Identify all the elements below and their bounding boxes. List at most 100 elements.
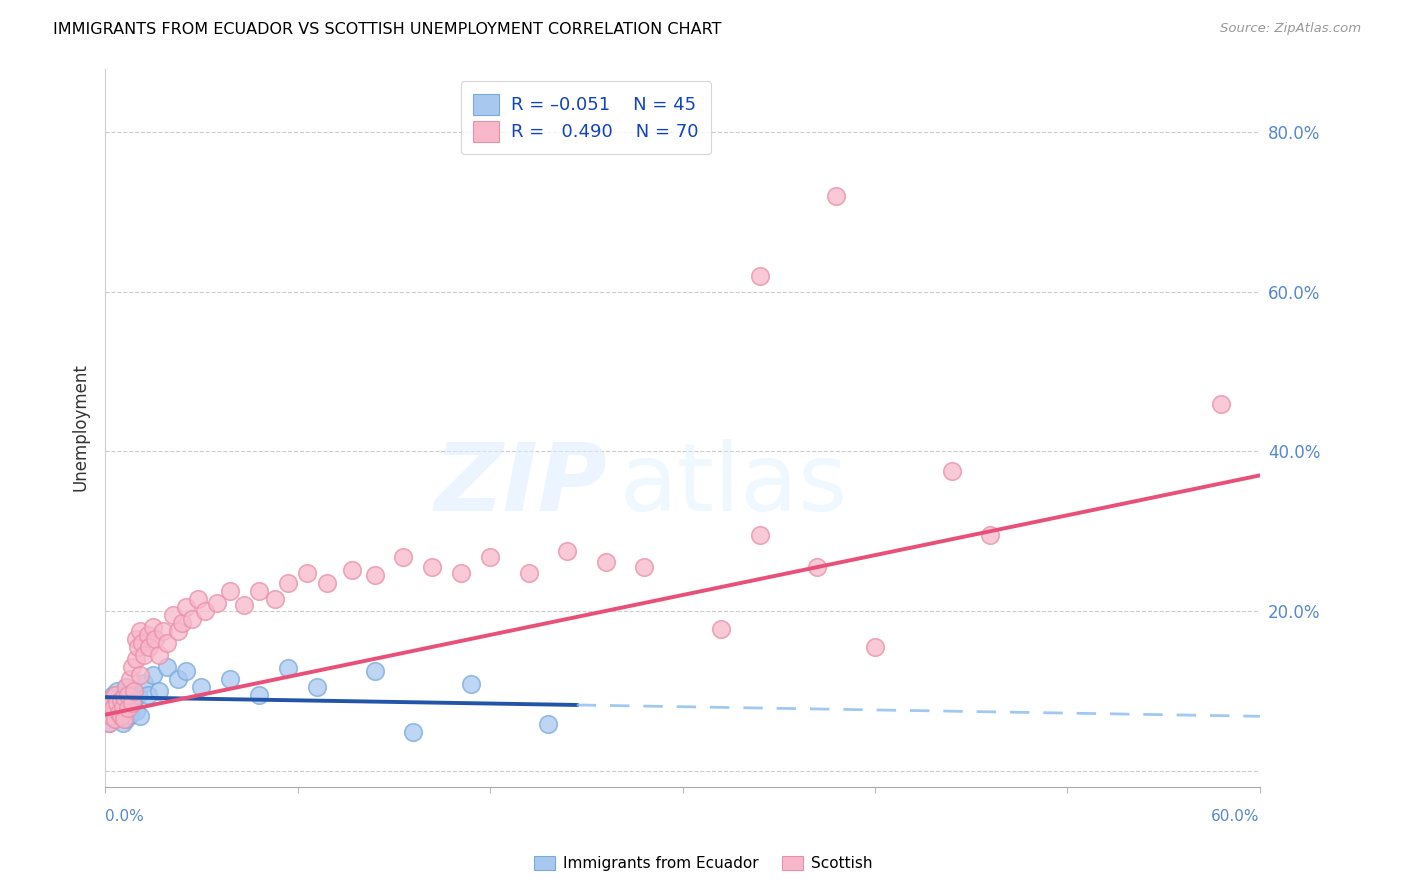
Point <box>105 704 128 718</box>
Point <box>194 604 217 618</box>
Point <box>125 632 148 646</box>
Point <box>748 268 770 283</box>
Text: 60.0%: 60.0% <box>1212 809 1260 824</box>
Point <box>128 668 150 682</box>
Point <box>110 693 132 707</box>
Point <box>148 648 170 662</box>
Point <box>136 628 159 642</box>
Point <box>143 632 166 646</box>
Point <box>172 615 194 630</box>
Point <box>595 555 617 569</box>
Point <box>98 715 121 730</box>
Point <box>277 661 299 675</box>
Point <box>127 688 149 702</box>
Y-axis label: Unemployment: Unemployment <box>72 364 89 491</box>
Point <box>263 592 285 607</box>
Point <box>120 690 142 705</box>
Point <box>402 725 425 739</box>
Point <box>120 672 142 686</box>
Point <box>148 683 170 698</box>
Point <box>806 560 828 574</box>
Point <box>748 528 770 542</box>
Point <box>128 624 150 638</box>
Point <box>142 668 165 682</box>
Text: Source: ZipAtlas.com: Source: ZipAtlas.com <box>1220 22 1361 36</box>
Point <box>110 709 132 723</box>
Point <box>114 712 136 726</box>
Point <box>96 704 118 718</box>
Point <box>167 672 190 686</box>
Text: atlas: atlas <box>619 439 848 531</box>
Point <box>111 699 134 714</box>
Point <box>104 712 127 726</box>
Point <box>104 696 127 710</box>
Point <box>555 544 578 558</box>
Point <box>128 709 150 723</box>
Point <box>305 680 328 694</box>
Point <box>142 620 165 634</box>
Point <box>98 704 121 718</box>
Point <box>190 680 212 694</box>
Point <box>277 576 299 591</box>
Point <box>710 622 733 636</box>
Point <box>205 596 228 610</box>
Point <box>131 636 153 650</box>
Point <box>162 607 184 622</box>
Point <box>115 680 138 694</box>
Point <box>100 709 122 723</box>
Point <box>122 693 145 707</box>
Point <box>247 584 270 599</box>
Point <box>121 660 143 674</box>
Text: IMMIGRANTS FROM ECUADOR VS SCOTTISH UNEMPLOYMENT CORRELATION CHART: IMMIGRANTS FROM ECUADOR VS SCOTTISH UNEM… <box>53 22 721 37</box>
Point <box>450 566 472 580</box>
Point <box>110 706 132 720</box>
Point <box>363 664 385 678</box>
Point <box>100 691 122 706</box>
Point <box>117 688 139 702</box>
Point <box>340 562 363 576</box>
Point <box>120 707 142 722</box>
Point <box>115 712 138 726</box>
Text: ZIP: ZIP <box>434 439 607 531</box>
Point <box>132 648 155 662</box>
Point <box>111 715 134 730</box>
Point <box>110 691 132 706</box>
Point <box>152 624 174 638</box>
Point <box>98 715 121 730</box>
Point <box>315 576 337 591</box>
Point <box>941 464 963 478</box>
Point <box>247 688 270 702</box>
Point <box>101 707 124 722</box>
Point <box>107 709 129 723</box>
Point <box>633 560 655 574</box>
Point <box>114 701 136 715</box>
Point <box>174 664 197 678</box>
Point <box>127 640 149 654</box>
Point <box>114 690 136 705</box>
Point <box>363 568 385 582</box>
Point <box>111 693 134 707</box>
Point <box>107 699 129 714</box>
Legend: R = –0.051    N = 45, R =   0.490    N = 70: R = –0.051 N = 45, R = 0.490 N = 70 <box>461 81 711 154</box>
Point <box>180 612 202 626</box>
Point <box>232 598 254 612</box>
Point <box>125 704 148 718</box>
Point <box>187 592 209 607</box>
Point <box>1211 396 1233 410</box>
Point <box>98 698 121 713</box>
Point <box>105 683 128 698</box>
Point <box>167 624 190 638</box>
Point <box>121 696 143 710</box>
Point <box>479 549 502 564</box>
Point <box>156 660 179 674</box>
Point <box>121 701 143 715</box>
Point <box>104 688 127 702</box>
Point <box>517 566 540 580</box>
Point <box>136 688 159 702</box>
Point <box>101 688 124 702</box>
Point <box>104 712 127 726</box>
Point <box>96 696 118 710</box>
Point <box>537 717 560 731</box>
Point <box>979 528 1001 542</box>
Point <box>100 691 122 706</box>
